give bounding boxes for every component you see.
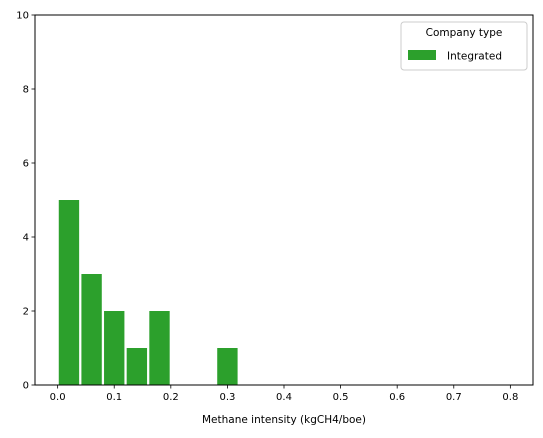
x-tick-label: 0.5 — [333, 392, 349, 403]
y-tick-label: 6 — [23, 159, 29, 170]
bar-3 — [126, 348, 148, 385]
y-tick-label: 4 — [23, 233, 29, 244]
x-tick-label: 0.0 — [50, 392, 66, 403]
legend: Company type Integrated — [400, 21, 528, 71]
bar-1 — [81, 274, 102, 385]
x-tick-label: 0.2 — [163, 392, 179, 403]
x-axis-ticks: 0.0 0.1 0.2 0.3 0.4 0.5 0.6 0.7 0.8 — [50, 385, 518, 403]
legend-title: Company type — [426, 27, 503, 39]
bar-0 — [58, 200, 80, 385]
y-tick-label: 0 — [23, 381, 29, 392]
x-tick-label: 0.4 — [276, 392, 292, 403]
x-tick-label: 0.1 — [106, 392, 122, 403]
y-tick-label: 10 — [16, 11, 29, 22]
x-tick-label: 0.7 — [446, 392, 462, 403]
y-tick-label: 8 — [23, 85, 29, 96]
bar-4 — [149, 311, 170, 385]
legend-entry-integrated: Integrated — [447, 51, 502, 63]
bar-5 — [217, 348, 238, 385]
x-tick-label: 0.6 — [389, 392, 405, 403]
bar-2 — [104, 311, 125, 385]
x-axis-label: Methane intensity (kgCH4/boe) — [202, 414, 366, 426]
x-tick-label: 0.8 — [502, 392, 518, 403]
legend-swatch-integrated — [408, 50, 436, 60]
y-tick-label: 2 — [23, 307, 29, 318]
y-axis-ticks: 0 2 4 6 8 10 — [16, 11, 35, 392]
bars-group — [58, 200, 238, 385]
x-tick-label: 0.3 — [219, 392, 235, 403]
